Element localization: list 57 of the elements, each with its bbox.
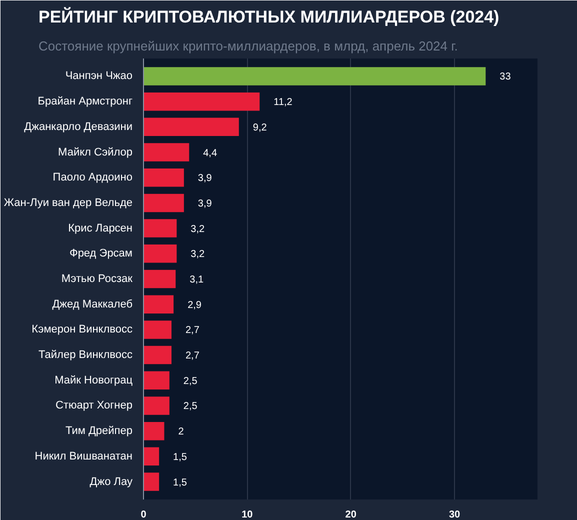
bar [144, 168, 184, 187]
bar [144, 270, 176, 288]
y-tick-label: Майк Новограц [54, 374, 134, 386]
y-tick-label: Паоло Ардоино [52, 172, 133, 184]
bar [144, 143, 190, 162]
bar [144, 346, 172, 364]
data-label: 2 [178, 426, 184, 438]
data-label: 33 [500, 72, 512, 83]
bar [144, 118, 239, 136]
data-label: 3,9 [198, 198, 212, 210]
bar [144, 67, 486, 86]
data-label: 3,1 [190, 274, 204, 286]
chart-title: РЕЙТИНГ КРИПТОВАЛЮТНЫХ МИЛЛИАРДЕРОВ (2024) [38, 6, 500, 26]
y-tick-label: Никил Вишванатан [34, 450, 133, 462]
data-label: 11,2 [274, 97, 293, 108]
y-tick-label: Майкл Сэйлор [58, 146, 133, 158]
bar [144, 295, 174, 314]
data-label: 3,2 [190, 249, 206, 260]
y-tick-label: Крис Ларсен [68, 222, 132, 234]
y-tick-label: Тайлер Винклвосс [38, 349, 133, 362]
x-tick-label: 30 [448, 510, 461, 520]
data-label: 2,5 [183, 376, 198, 387]
x-tick-label: 0 [140, 510, 147, 520]
data-label: 9,2 [252, 122, 268, 134]
bar [144, 371, 170, 390]
data-label: 3,9 [198, 173, 212, 184]
data-label: 1,5 [173, 477, 188, 488]
y-tick-label: Брайан Армстронг [38, 96, 133, 108]
bar [144, 472, 160, 491]
bar [144, 244, 177, 263]
data-label: 1,5 [173, 452, 188, 463]
y-tick-label: Стюарт Хогнер [56, 400, 133, 412]
y-tick-label: Кэмерон Винклвосс [32, 324, 133, 336]
y-tick-label: Чанпэн Чжао [65, 70, 133, 82]
data-label: 2,5 [183, 401, 198, 412]
data-label: 4,4 [203, 148, 218, 159]
x-tick-label: 10 [242, 510, 254, 520]
bar [144, 447, 160, 466]
data-label: 2,7 [185, 350, 200, 362]
data-label: 2,9 [188, 300, 202, 311]
data-label: 3,2 [190, 224, 206, 235]
bar [144, 194, 184, 212]
y-tick-label: Фред Эрсам [69, 248, 133, 260]
bar [144, 396, 170, 415]
y-tick-label: Джанкарло Девазини [24, 120, 133, 133]
chart-subtitle: Состояние крупнейших крипто-миллиардеров, в млрд, апрель 2024 г. [38, 38, 458, 54]
x-tick-label: 20 [345, 510, 357, 520]
y-tick-label: Джед Маккалеб [52, 298, 133, 310]
y-tick-label: Джо Лау [90, 476, 133, 488]
y-tick-label: Мэтью Росзак [61, 273, 133, 285]
bar [144, 320, 172, 339]
data-label: 2,7 [185, 325, 200, 336]
y-tick-label: Тим Дрейпер [65, 425, 133, 438]
bar [144, 92, 260, 111]
bar [144, 422, 164, 440]
y-tick-label: Жан-Луи ван дер Вельде [4, 196, 133, 209]
bar [144, 219, 177, 238]
